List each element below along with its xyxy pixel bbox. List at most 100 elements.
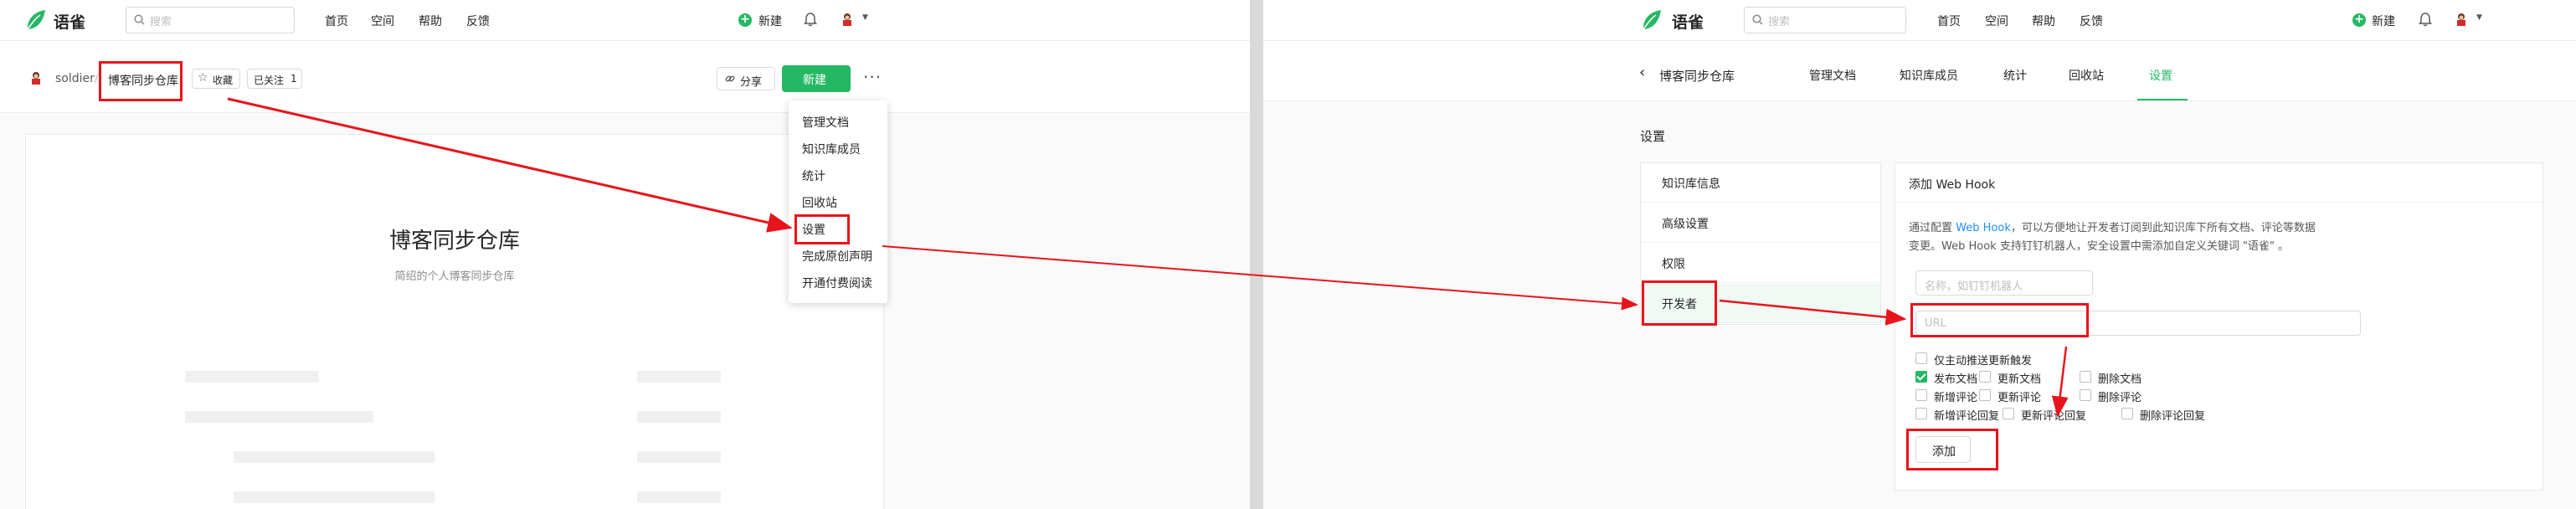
favorite-button[interactable]: ☆ 收藏	[192, 69, 240, 89]
user-avatar[interactable]	[2454, 12, 2469, 27]
chevron-down-icon[interactable]: ▼	[862, 13, 868, 22]
skeleton-line	[185, 371, 319, 383]
menu-item-members[interactable]: 知识库成员	[802, 143, 861, 157]
repo-name[interactable]: 博客同步仓库	[108, 75, 178, 88]
chevron-down-icon[interactable]: ▼	[2476, 13, 2482, 22]
arrow-developer-to-url	[1719, 299, 1907, 326]
nav-home[interactable]: 首页	[1937, 15, 1961, 28]
nav-help[interactable]: 帮助	[2032, 15, 2055, 28]
brand-name[interactable]: 语雀	[1672, 13, 1704, 32]
tab-settings[interactable]: 设置	[2149, 69, 2172, 83]
sidebar-item-developer[interactable]: 开发者	[1641, 284, 1880, 323]
owner-name[interactable]: soldier	[55, 72, 95, 85]
top-bar: 语雀 搜索 首页 空间 帮助 反馈 + 新建 ▼	[1263, 0, 2576, 41]
new-plus-icon[interactable]: +	[2352, 13, 2366, 27]
star-icon: ☆	[198, 71, 208, 85]
menu-item-originality[interactable]: 完成原创声明	[802, 250, 872, 264]
sidebar-item-advanced[interactable]: 高级设置	[1641, 203, 1880, 243]
arrow-repo-to-settings	[227, 97, 793, 233]
brand-name[interactable]: 语雀	[54, 13, 86, 32]
new-link[interactable]: 新建	[2372, 15, 2395, 28]
checkbox-publish-doc[interactable]	[1915, 371, 1927, 383]
label-update-doc: 更新文档	[1998, 373, 2042, 386]
only-push-checkbox[interactable]	[1915, 352, 1927, 364]
nav-space[interactable]: 空间	[371, 15, 394, 28]
skeleton-line	[234, 491, 434, 503]
settings-sidebar: 知识库信息 高级设置 权限 开发者	[1640, 162, 1881, 325]
skeleton-line	[185, 411, 373, 423]
nav-home[interactable]: 首页	[325, 15, 348, 28]
name-placeholder: 名称，如钉钉机器人	[1925, 280, 2023, 293]
search-input[interactable]: 搜索	[1744, 7, 1906, 33]
checkbox-new-reply[interactable]	[1915, 408, 1927, 419]
checkbox-delete-comment[interactable]	[2080, 389, 2091, 401]
book-description: 简绍的个人博客同步仓库	[394, 270, 515, 283]
screenshot-divider	[1250, 0, 1263, 509]
top-bar: 语雀 搜索 首页 空间 帮助 反馈 + 新建 ▼	[0, 0, 1250, 41]
webhook-url-input[interactable]: URL	[1915, 311, 2361, 336]
url-placeholder: URL	[1925, 317, 1946, 330]
new-plus-icon[interactable]: +	[738, 13, 752, 27]
new-doc-label: 新建	[803, 74, 826, 87]
nav-feedback[interactable]: 反馈	[466, 15, 490, 28]
owner-avatar	[32, 72, 40, 85]
menu-item-recycle-bin[interactable]: 回收站	[802, 197, 837, 210]
search-placeholder: 搜索	[1768, 16, 1791, 28]
user-avatar[interactable]	[840, 12, 855, 27]
nav-space[interactable]: 空间	[1985, 15, 2008, 28]
desc-line-2: 变更。Web Hook 支持钉钉机器人，安全设置中需添加自定义关键词 "语雀" …	[1909, 240, 2290, 253]
tab-recycle-bin[interactable]: 回收站	[2069, 69, 2104, 83]
checkbox-update-comment[interactable]	[1979, 389, 1991, 401]
checkbox-delete-doc[interactable]	[2080, 371, 2091, 383]
checkbox-update-reply[interactable]	[2003, 408, 2014, 419]
link-icon	[725, 75, 735, 82]
sidebar-item-label: 权限	[1662, 258, 1685, 271]
menu-item-manage-docs[interactable]: 管理文档	[802, 116, 849, 130]
arrow-url-to-checkbox	[2051, 346, 2069, 418]
webhook-name-input[interactable]: 名称，如钉钉机器人	[1915, 270, 2093, 296]
follow-label: 已关注	[254, 75, 285, 86]
annotation-box-repo-name	[99, 61, 183, 101]
add-webhook-button[interactable]: 添加	[1915, 436, 1971, 463]
skeleton-line	[637, 371, 721, 383]
tab-members[interactable]: 知识库成员	[1900, 69, 1958, 83]
search-icon	[1752, 14, 1763, 25]
menu-item-stats[interactable]: 统计	[802, 170, 825, 183]
page-heading: 设置	[1640, 129, 1666, 144]
arrow-settings-to-developer	[882, 245, 1638, 311]
new-link[interactable]: 新建	[758, 15, 782, 28]
bell-icon[interactable]	[2419, 12, 2432, 27]
new-doc-button[interactable]: 新建	[782, 65, 851, 92]
webhook-doc-link[interactable]: Web Hook	[1956, 222, 2011, 234]
search-input[interactable]: 搜索	[126, 7, 295, 33]
follow-button[interactable]: 已关注 1	[247, 69, 302, 89]
skeleton-line	[234, 451, 434, 463]
back-repo-title[interactable]: 博客同步仓库	[1659, 69, 1735, 84]
nav-feedback[interactable]: 反馈	[2080, 15, 2103, 28]
breadcrumb-separator: /	[95, 72, 99, 85]
sidebar-item-permissions[interactable]: 权限	[1641, 244, 1880, 283]
bell-icon[interactable]	[804, 12, 817, 27]
sidebar-item-repo-info[interactable]: 知识库信息	[1641, 163, 1880, 203]
header-divider	[1263, 100, 2576, 101]
book-card: 博客同步仓库 简绍的个人博客同步仓库	[25, 134, 884, 509]
desc-prefix: 通过配置	[1909, 222, 1953, 234]
yuque-logo-icon	[27, 10, 45, 30]
annotation-box-add	[1906, 429, 1998, 470]
back-chevron-icon[interactable]: ‹	[1639, 64, 1646, 81]
nav-help[interactable]: 帮助	[419, 15, 442, 28]
menu-item-settings[interactable]: 设置	[802, 224, 825, 237]
more-dropdown-menu: 管理文档 知识库成员 统计 回收站 设置 完成原创声明 开通付费阅读	[789, 100, 887, 303]
share-button[interactable]: 分享	[717, 67, 775, 90]
more-icon[interactable]: ···	[863, 67, 882, 87]
menu-item-paid-reading[interactable]: 开通付费阅读	[802, 277, 872, 290]
label-new-comment: 新增评论	[1934, 392, 1978, 404]
annotation-box-developer	[1642, 280, 1717, 326]
annotation-box-url	[1910, 303, 2089, 337]
checkbox-new-comment[interactable]	[1915, 389, 1927, 401]
checkbox-update-doc[interactable]	[1979, 371, 1991, 383]
checkbox-delete-reply[interactable]	[2121, 408, 2133, 419]
tab-manage-docs[interactable]: 管理文档	[1809, 69, 1856, 83]
tab-stats[interactable]: 统计	[2003, 69, 2027, 83]
